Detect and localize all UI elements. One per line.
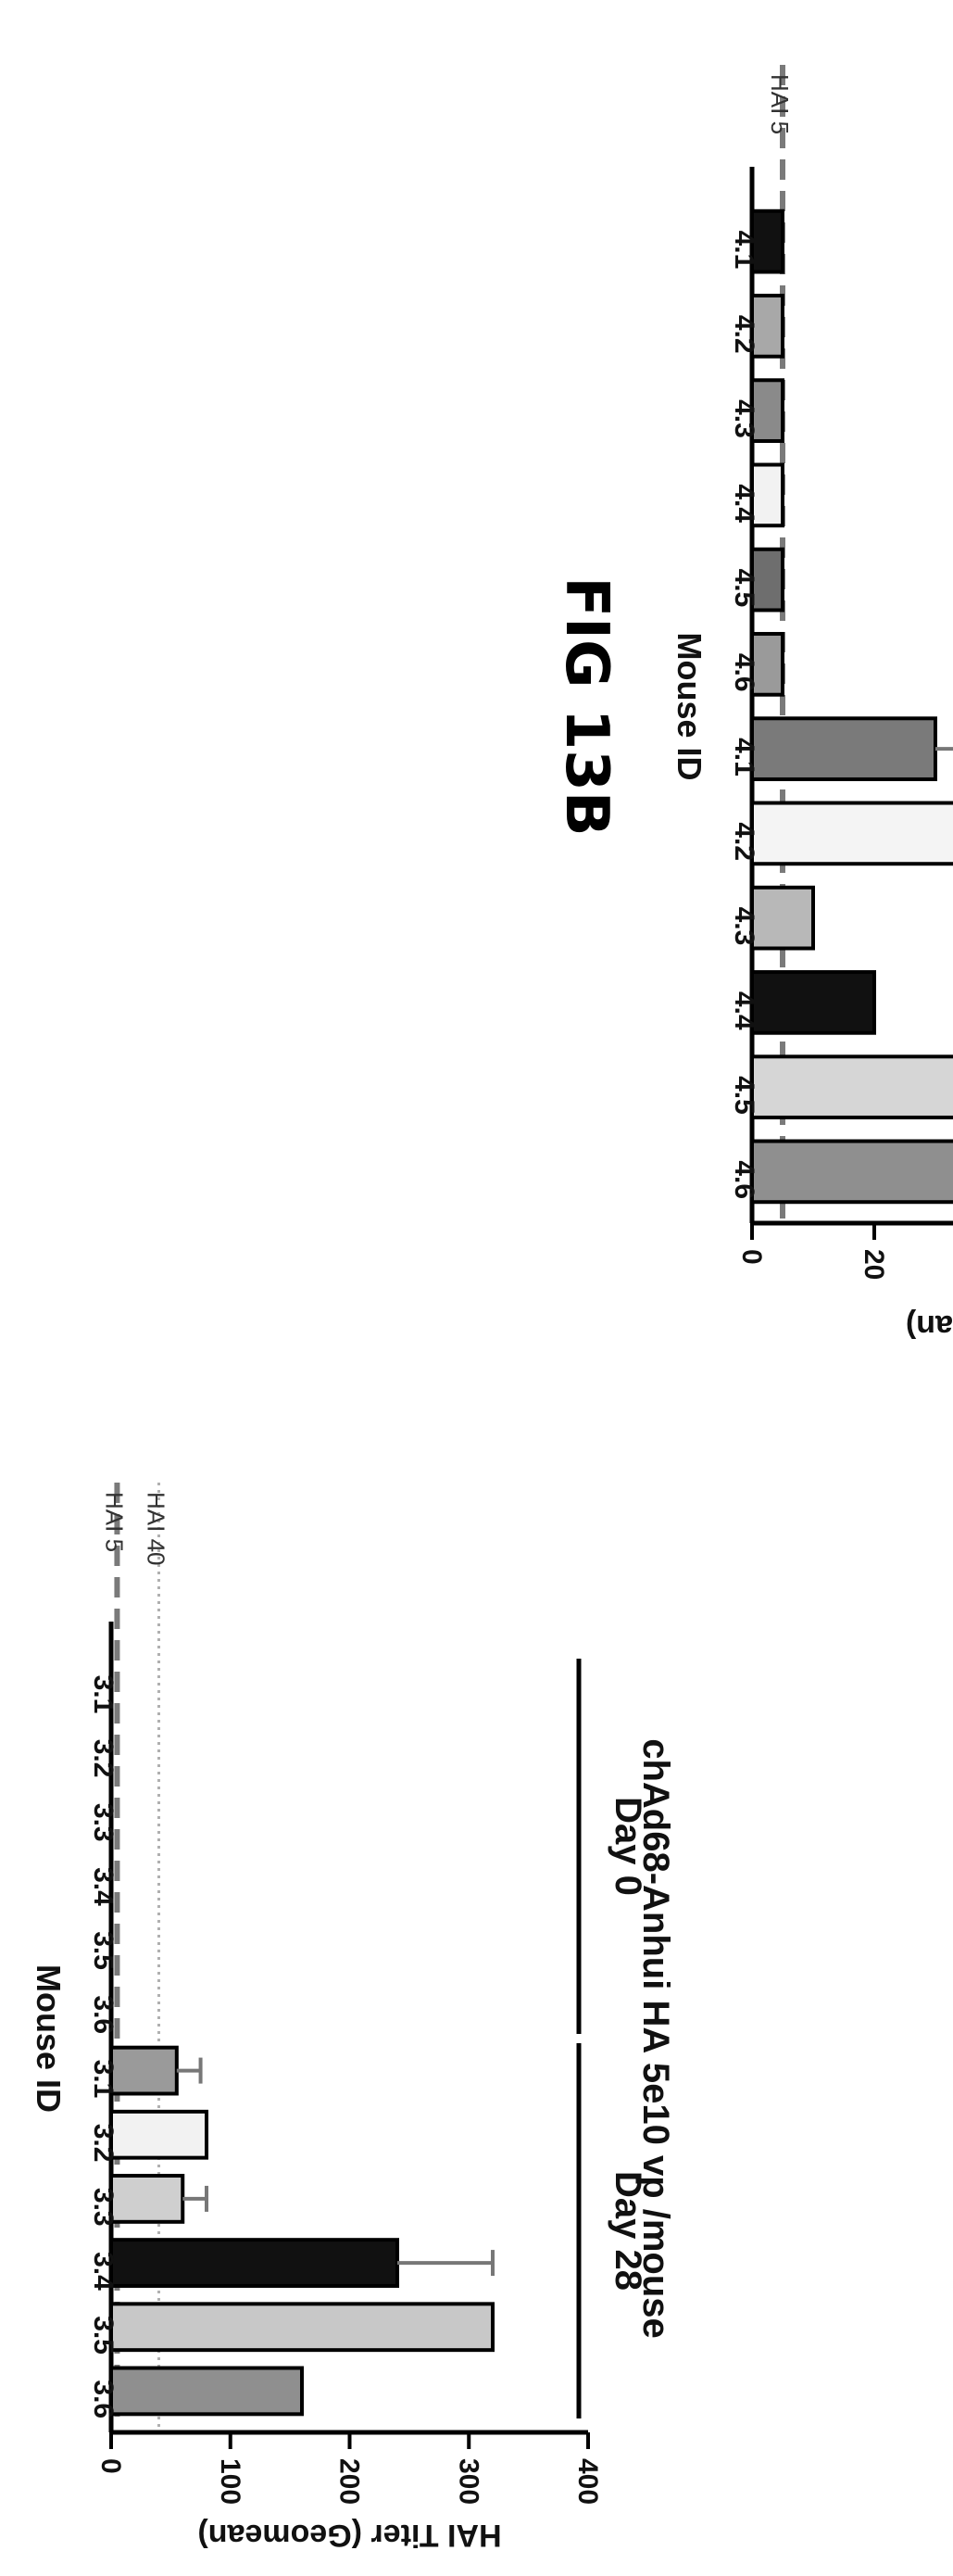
reference-line-label: HAI 5 — [100, 1492, 128, 1552]
category-label: 4.3 — [729, 399, 759, 438]
bar — [750, 547, 784, 612]
category-label: 4.5 — [729, 569, 759, 608]
bar — [109, 2109, 208, 2160]
bar — [109, 2366, 304, 2417]
category-axis-label: Mouse ID — [30, 1964, 68, 2113]
value-tick-label: 0 — [95, 2458, 126, 2474]
category-label: 3.6 — [88, 1995, 119, 2034]
category-label: 3.4 — [88, 2252, 119, 2291]
bar — [750, 1139, 953, 1205]
category-label: 3.3 — [88, 2188, 119, 2227]
category-label: 3.6 — [88, 2380, 119, 2418]
bar — [750, 716, 937, 781]
category-label: 3.2 — [88, 1739, 119, 1778]
category-label: 3.1 — [88, 1675, 119, 1714]
category-label: 4.2 — [729, 822, 759, 861]
category-label: 4.1 — [729, 231, 759, 270]
bar — [109, 2238, 399, 2288]
category-label: 4.5 — [729, 1076, 759, 1115]
chart-title: chAd68-Anhui HA 5e10 vp /mouse — [635, 1738, 676, 2339]
value-tick-label: 400 — [572, 2458, 603, 2505]
value-tick-label: 200 — [334, 2458, 365, 2505]
category-label: 4.4 — [729, 991, 759, 1030]
bar — [109, 2174, 185, 2224]
bar — [750, 970, 876, 1035]
bar — [109, 2302, 495, 2353]
bar — [109, 2045, 179, 2096]
category-label: 4.2 — [729, 315, 759, 354]
figure-label: FIG 13B — [552, 576, 621, 836]
category-label: 3.1 — [88, 2060, 119, 2099]
category-label: 3.5 — [88, 1931, 119, 1970]
value-axis-label: HAI Titer (Geomean) — [197, 2518, 501, 2553]
reference-line-label: HAI 40 — [143, 1492, 170, 1566]
category-label: 4.6 — [729, 1160, 759, 1199]
bar — [750, 208, 784, 274]
bar — [750, 1054, 953, 1119]
category-label: 3.3 — [88, 1803, 119, 1842]
category-label: 3.2 — [88, 2124, 119, 2163]
category-label: 4.6 — [729, 653, 759, 692]
category-label: 4.4 — [729, 484, 759, 523]
value-axis-label: HAI Titer (Geomean) — [906, 1308, 953, 1344]
reference-line-label: HAI 5 — [766, 74, 794, 134]
value-tick-label: 300 — [453, 2458, 483, 2505]
bar — [750, 294, 784, 359]
group-label: Day 0 — [608, 1797, 648, 1896]
bar — [750, 462, 784, 528]
value-tick-label: 20 — [859, 1249, 889, 1280]
bar — [750, 632, 784, 697]
category-axis-label: Mouse ID — [671, 632, 708, 780]
category-label: 4.3 — [729, 907, 759, 946]
chart-panel-a: 0 100 200 300 400 HAI 40 HAI 5 3.1 3.2 3.3 3.4 3.5 3… — [30, 1483, 676, 2553]
value-tick-label: 100 — [215, 2458, 245, 2505]
category-label: 3.4 — [88, 1867, 119, 1906]
bar — [750, 801, 953, 866]
category-label: 3.5 — [88, 2316, 119, 2355]
value-tick-label: 0 — [736, 1249, 767, 1265]
bar — [750, 378, 784, 443]
group-label: Day 28 — [608, 2171, 648, 2291]
category-label: 4.1 — [729, 738, 759, 777]
bar — [750, 885, 815, 951]
